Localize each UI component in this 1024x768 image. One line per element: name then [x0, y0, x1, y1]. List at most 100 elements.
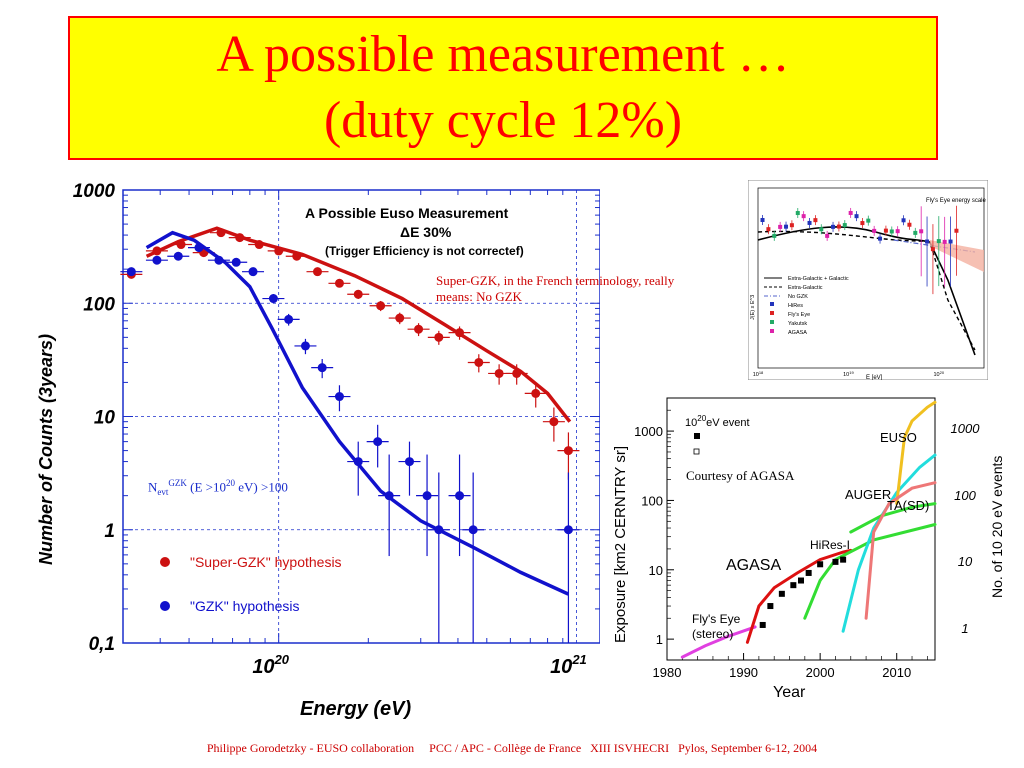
curve-extragalactic [757, 230, 976, 351]
nevt-exp: 20 [226, 478, 235, 488]
annotation-auger: AUGER [845, 487, 891, 502]
event-marker [778, 590, 785, 597]
data-point-super-gzk [235, 233, 245, 243]
small-data-point [825, 233, 830, 238]
courtesy-text: Courtesy of AGASA [686, 468, 795, 483]
y-axis-label: Number of Counts (3years) [36, 334, 56, 565]
chart-subtitle2: (Trigger Efficiency is not correctef) [325, 244, 524, 258]
exp-x-tick-label: 1980 [653, 665, 682, 680]
small-legend-label: AGASA [788, 330, 807, 336]
exposure-curve [849, 502, 937, 534]
data-point-super-gzk [531, 388, 541, 398]
exposure-y2-label: No. of 10 20 eV events [989, 456, 1005, 598]
small-chart-frame [748, 180, 988, 380]
data-point-gzk [317, 363, 327, 373]
event-marker [759, 621, 766, 628]
x-axis-label: Energy (eV) [300, 698, 411, 720]
exposure-plot-frame [666, 397, 936, 661]
event-marker [798, 577, 804, 584]
data-point-gzk [563, 525, 573, 535]
exp-y2-tick-label: 100 [954, 488, 976, 503]
super-gzk-note-text: Super-GZK, in the French terminology, re… [436, 273, 675, 304]
nevt-base: N [148, 479, 158, 495]
event-marker [817, 561, 824, 568]
data-point-gzk [404, 457, 414, 467]
data-point-super-gzk [176, 240, 186, 250]
small-data-point [766, 227, 771, 232]
title-line-2: (duty cycle 12%) [323, 92, 683, 149]
data-point-super-gzk [312, 267, 322, 277]
data-point-gzk [152, 255, 162, 265]
annotation-agasa: AGASA [726, 557, 781, 574]
uncertainty-band [929, 240, 984, 272]
data-point-gzk [173, 251, 183, 261]
data-point-gzk [300, 341, 310, 351]
y-tick-label: 1000 [73, 181, 116, 202]
small-legend-label: Extra-Galactic [788, 285, 823, 291]
y-tick-label: 0,1 [89, 634, 115, 655]
small-data-point [930, 247, 935, 252]
event-marker [832, 558, 839, 565]
exp-x-tick-label: 2000 [806, 665, 835, 680]
small-legend-label: No GZK [788, 294, 808, 300]
small-data-point [866, 218, 871, 223]
legend-filled-square [694, 433, 700, 439]
small-legend-marker [770, 302, 774, 306]
small-data-point [819, 227, 824, 232]
legend-marker [160, 601, 170, 611]
small-data-point [801, 214, 806, 219]
exposure-curve [864, 481, 937, 620]
x-tick-label: 1020 [252, 652, 289, 678]
data-point-gzk [455, 491, 465, 501]
small-legend-label: Yakutsk [788, 321, 807, 327]
small-data-point [883, 228, 888, 233]
annotation-hires: HiRes-I [810, 538, 850, 552]
nevt-mid: (E >10 [186, 479, 226, 495]
small-data-point [889, 229, 894, 234]
small-data-point [854, 214, 859, 219]
legend-open-square [693, 448, 700, 455]
data-point-gzk [384, 491, 394, 501]
event-marker [805, 569, 812, 576]
exp-y-tick-label: 1 [656, 632, 663, 647]
small-data-point [925, 239, 930, 244]
data-point-super-gzk [434, 332, 444, 342]
event-marker [767, 603, 774, 610]
small-data-point [936, 239, 941, 244]
exp-y2-tick-label: 10 [958, 554, 973, 569]
data-point-gzk [284, 314, 294, 324]
event-marker [790, 582, 797, 589]
small-data-point [789, 223, 794, 228]
small-legend-label: Extra-Galactic + Galactic [788, 276, 849, 282]
small-data-point [872, 228, 877, 233]
title-line-1: A possible measurement … [216, 26, 790, 83]
data-point-super-gzk [334, 278, 344, 288]
small-data-point [901, 218, 906, 223]
exposure-curve [745, 548, 853, 644]
small-data-point [878, 236, 883, 241]
data-point-super-gzk [512, 368, 522, 378]
data-point-super-gzk [395, 313, 405, 323]
small-chart-title: Fly's Eye energy scale [926, 198, 986, 204]
super-gzk-note: Super-GZK, in the French terminology, re… [436, 273, 686, 305]
exposure-curve [895, 400, 937, 506]
small-data-point [784, 224, 789, 229]
data-point-gzk [373, 437, 383, 447]
small-data-point [807, 220, 812, 225]
model-curve-super-gzk [145, 226, 572, 423]
data-point-super-gzk [152, 246, 162, 256]
legend-event-label: 1020eV event [685, 414, 750, 429]
small-legend-label: Fly's Eye [788, 312, 810, 318]
exp-y-tick-label: 10 [649, 563, 663, 578]
legend-label: "GZK" hypothesis [190, 598, 300, 614]
small-data-point [778, 224, 783, 229]
data-point-super-gzk [474, 357, 484, 367]
small-data-point [760, 218, 765, 222]
euso-measurement-chart: 0,1 1 10 100 1000 1020 1021 A Possible Euso Me… [36, 181, 600, 720]
data-point-super-gzk [376, 301, 386, 311]
data-point-gzk [231, 257, 241, 267]
data-point-gzk [434, 525, 444, 535]
small-data-point [919, 229, 924, 234]
exp-x-tick-label: 1990 [729, 665, 758, 680]
data-point-gzk [268, 294, 278, 304]
